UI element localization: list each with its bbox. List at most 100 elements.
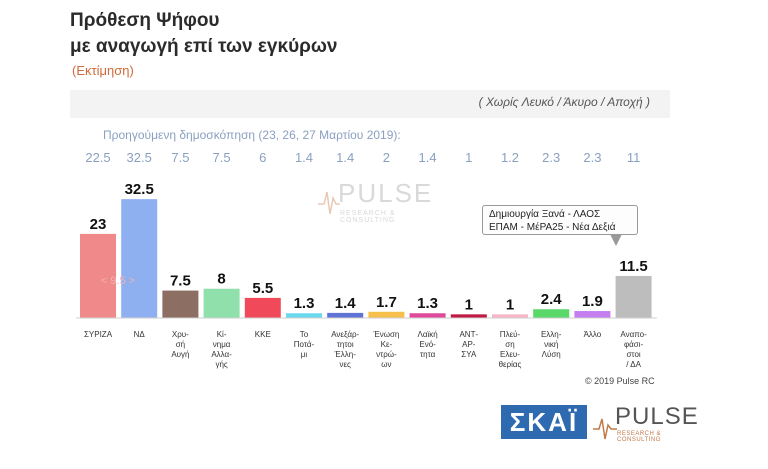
previous-value: 7.5 [171, 150, 189, 165]
previous-value: 1 [465, 150, 472, 165]
category-label-line: Κε- [381, 340, 393, 349]
difference-annotation: < 9.5 > [101, 275, 135, 287]
category-label-line: ΚΚΕ [255, 330, 271, 339]
value-label: 1 [506, 296, 514, 313]
category-label-line: Λαϊκή [417, 330, 437, 339]
category-label: ΣΥΡΙΖΑ [84, 330, 113, 339]
category-label-line: νική [544, 340, 558, 349]
pulse-logo: PULSE RESEARCH & CONSULTING [593, 403, 698, 443]
copyright: © 2019 Pulse RC [585, 376, 655, 386]
previous-value: 7.5 [213, 150, 231, 165]
category-label: Αναπο-φάσι-στοι/ ΔΑ [620, 330, 647, 369]
value-label: 8 [217, 271, 225, 288]
category-label-line: θερίας [499, 360, 522, 369]
bar [327, 312, 364, 318]
previous-value: 1.2 [501, 150, 519, 165]
category-label-line: μι [301, 350, 308, 359]
bar [286, 313, 322, 318]
other-parties-callout: Δημιουργία Ξανά - ΛΑΟΣ ΕΠΑΜ - ΜέΡΑ25 - Ν… [482, 205, 638, 235]
category-label-line: Αλλα- [211, 350, 232, 359]
category-label-line: γής [215, 360, 227, 369]
watermark-text: PULSE [338, 178, 434, 208]
bar [162, 290, 199, 318]
category-label-line: ΣΥΡΙΖΑ [84, 330, 113, 339]
value-label: 7.5 [170, 273, 191, 290]
value-label: 1.9 [582, 293, 603, 310]
previous-value: 11 [627, 150, 641, 165]
previous-value: 32.5 [127, 150, 152, 165]
previous-value: 1.4 [419, 150, 437, 165]
category-label-line: στοι [626, 350, 640, 359]
callout-pointer [610, 234, 622, 246]
category-label-line: σή [176, 340, 185, 349]
value-label: 2.4 [541, 291, 563, 308]
category-label-line: Έλλη- [334, 350, 357, 359]
value-label: 5.5 [252, 280, 273, 297]
bar [121, 199, 158, 318]
value-label: 32.5 [125, 181, 154, 198]
category-label-line: Ανεξάρ- [331, 330, 359, 339]
category-label-line: ΑΝΤ- [459, 330, 478, 339]
pulse-wave-icon [318, 191, 340, 215]
category-label-line: Κί- [217, 330, 227, 339]
category-label-line: νες [339, 360, 351, 369]
callout-line-1: Δημιουργία Ξανά - ΛΑΟΣ [489, 209, 601, 220]
header-band [70, 90, 670, 118]
category-label-line: ων [381, 360, 391, 369]
bar [409, 313, 446, 318]
category-label-line: Πλεύ- [500, 330, 521, 339]
bar [203, 288, 240, 318]
chart-subtitle: με αναγωγή επί των εγκύρων [70, 36, 338, 57]
category-label-line: νημα [213, 340, 231, 349]
pulse-watermark: PULSE RESEARCH & CONSULTING [318, 178, 442, 226]
bar [368, 311, 405, 318]
chart-title: Πρόθεση Ψήφου [70, 10, 220, 31]
category-label: ΚΚΕ [255, 330, 271, 339]
category-label-line: Ένωση [372, 330, 399, 339]
value-label: 23 [90, 216, 107, 233]
previous-value: 22.5 [85, 150, 110, 165]
category-label-line: Το [300, 330, 309, 339]
watermark-subtext: RESEARCH & CONSULTING [340, 210, 396, 224]
category-label-line: ση [505, 340, 514, 349]
bar [450, 314, 487, 318]
category-label-line: Λύση [542, 350, 561, 359]
bar [533, 309, 570, 318]
exclusion-note: ( Χωρίς Λευκό / Άκυρο / Αποχή ) [478, 95, 650, 109]
category-label-line: / ΔΑ [626, 360, 641, 369]
category-label-line: Αναπο- [620, 330, 647, 339]
category-label-line: ΝΔ [134, 330, 146, 339]
value-label: 1.4 [335, 295, 357, 312]
previous-value: 1.4 [336, 150, 354, 165]
pulse-logo-subtext: RESEARCH & CONSULTING [617, 431, 662, 443]
category-label: Άλλο [584, 330, 602, 339]
value-label: 1 [465, 296, 473, 313]
callout-line-2: ΕΠΑΜ - ΜέΡΑ25 - Νέα Δεξιά [489, 222, 616, 233]
category-label-line: Ελλη- [541, 330, 562, 339]
bar [492, 314, 528, 318]
bar [574, 311, 611, 318]
value-label: 1.3 [294, 295, 315, 312]
previous-value: 6 [259, 150, 266, 165]
value-label: 11.5 [619, 258, 647, 275]
category-label-line: φάσι- [624, 340, 644, 349]
category-label-line: ντρώ- [376, 350, 397, 359]
previous-value: 2.3 [542, 150, 560, 165]
category-label-line: τητοι [337, 340, 354, 349]
value-label: 1.3 [417, 295, 438, 312]
category-label-line: Ελευ- [500, 350, 520, 359]
value-labels: 23 32.5 7.5 8 5.5 1.3 1.4 1.7 1.3 1 1 2.4 1.9 11.5 [90, 181, 648, 313]
previous-value: 1.4 [295, 150, 313, 165]
previous-value: 2 [383, 150, 390, 165]
previous-value: 2.3 [583, 150, 601, 165]
category-label-line: τητα [420, 350, 436, 359]
bar [615, 275, 652, 318]
